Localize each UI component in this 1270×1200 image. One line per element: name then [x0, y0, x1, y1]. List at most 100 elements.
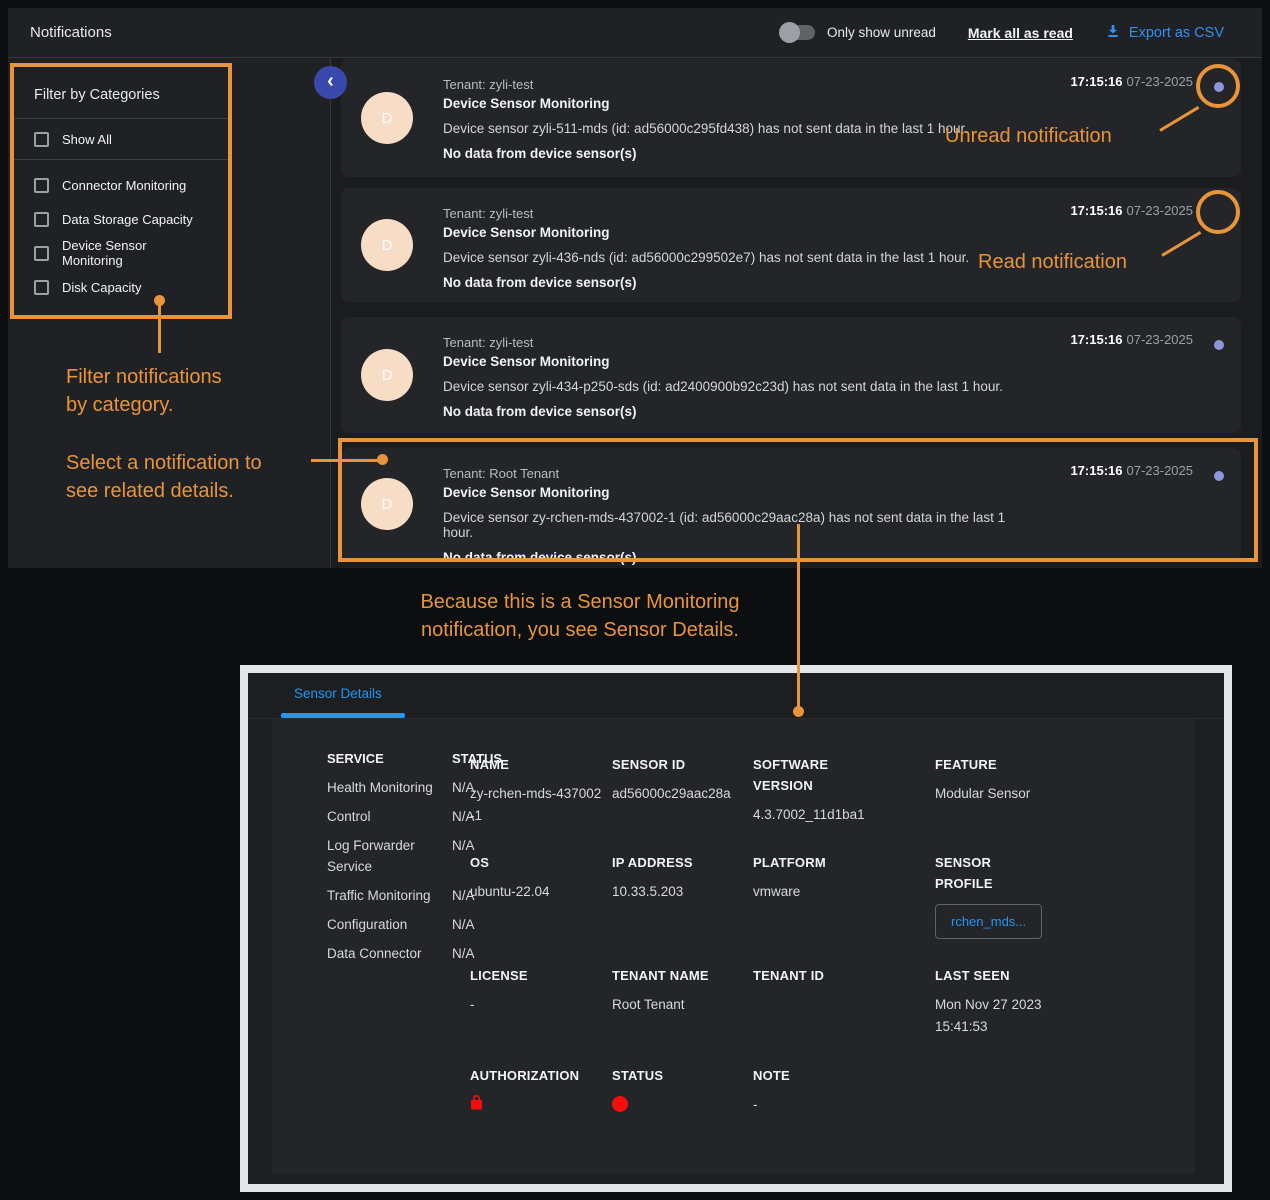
toggle-knob[interactable] [779, 22, 801, 43]
only-show-unread-group: Only show unread [779, 22, 936, 43]
notification-body: Tenant: Root Tenant Device Sensor Monito… [341, 448, 1241, 565]
chevron-left-icon: ‹ [327, 69, 334, 92]
notification-message: Device sensor zy-rchen-mds-437002-1 (id:… [443, 510, 1006, 540]
filter-by-categories-panel: Filter by Categories Show All Connector … [10, 63, 232, 319]
field-license: LICENSE - [470, 968, 528, 1012]
unread-indicator-dot [1214, 340, 1224, 350]
notification-category: Device Sensor Monitoring [443, 354, 610, 369]
mark-all-as-read-link[interactable]: Mark all as read [967, 24, 1073, 41]
notification-message: Device sensor zyli-511-mds (id: ad56000c… [443, 121, 969, 136]
annotation-connector-line [158, 301, 161, 353]
notification-timestamp: 17:15:16 07-23-2025 [1070, 332, 1193, 347]
notification-tenant: Tenant: zyli-test [443, 77, 534, 92]
notification-card[interactable]: D Tenant: zyli-test Device Sensor Monito… [341, 188, 1241, 302]
service-row-name: Control [327, 809, 371, 824]
notification-tenant: Tenant: Root Tenant [443, 466, 560, 481]
field-os: OS ubuntu-22.04 [470, 855, 550, 899]
annotation-read-label: Read notification [978, 251, 1127, 273]
field-last-seen: LAST SEEN Mon Nov 27 2023 15:41:53 [935, 968, 1042, 1034]
notification-timestamp: 17:15:16 07-23-2025 [1070, 203, 1193, 218]
service-row-status: N/A [452, 917, 475, 932]
app-body: Filter by Categories Show All Connector … [8, 57, 1262, 568]
collapse-sidebar-button[interactable]: ‹ [314, 66, 347, 99]
notification-body: Tenant: zyli-test Device Sensor Monitori… [341, 59, 1241, 161]
app-header: Notifications Only show unread Mark all … [8, 8, 1262, 57]
field-tenant-name: TENANT NAME Root Tenant [612, 968, 709, 1012]
filter-item-data-storage-capacity[interactable]: Data Storage Capacity [14, 202, 228, 236]
field-name: NAME zy-rchen-mds-437002-1 [470, 757, 602, 823]
filter-item-device-sensor-monitoring[interactable]: Device Sensor Monitoring [14, 236, 228, 270]
notification-body: Tenant: zyli-test Device Sensor Monitori… [341, 317, 1241, 419]
notification-summary: No data from device sensor(s) [443, 146, 637, 161]
service-column-header: SERVICE [327, 751, 384, 766]
export-as-csv-button[interactable]: Export as CSV [1105, 23, 1224, 43]
annotation-dot [377, 454, 388, 465]
notification-category: Device Sensor Monitoring [443, 96, 610, 111]
filter-category-list: Connector Monitoring Data Storage Capaci… [14, 160, 228, 304]
notification-timestamp: 17:15:16 07-23-2025 [1070, 74, 1193, 89]
download-icon [1105, 23, 1121, 43]
header-controls: Only show unread Mark all as read Export… [779, 22, 1224, 43]
sensor-details-grid: NAME zy-rchen-mds-437002-1 SENSOR ID ad5… [272, 719, 1195, 1116]
notification-card[interactable]: D Tenant: zyli-test Device Sensor Monito… [341, 59, 1241, 177]
disk-capacity-checkbox[interactable] [34, 279, 49, 295]
sensor-profile-link-button[interactable]: rchen_mds... [935, 904, 1043, 939]
export-as-csv-label: Export as CSV [1128, 24, 1224, 41]
notifications-window: Notifications Only show unread Mark all … [8, 8, 1262, 568]
filter-sidebar: Filter by Categories Show All Connector … [8, 58, 330, 568]
notification-tenant: Tenant: zyli-test [443, 206, 534, 221]
notification-tenant: Tenant: zyli-test [443, 335, 534, 350]
show-all-checkbox[interactable] [34, 131, 49, 147]
notification-message: Device sensor zyli-434-p250-sds (id: ad2… [443, 379, 1003, 394]
only-show-unread-toggle[interactable] [779, 22, 816, 43]
field-feature: FEATURE Modular Sensor [935, 757, 1031, 801]
notification-category: Device Sensor Monitoring [443, 225, 610, 240]
tab-sensor-details[interactable]: Sensor Details [294, 686, 382, 701]
annotation-dot [793, 706, 804, 717]
filter-item-disk-capacity[interactable]: Disk Capacity [14, 270, 228, 304]
field-sensor-profile: SENSOR PROFILE rchen_mds... [935, 852, 1195, 965]
annotation-connector-line [311, 459, 381, 462]
device-sensor-monitoring-checkbox[interactable] [34, 245, 49, 261]
field-status: STATUS [612, 1065, 753, 1116]
service-row-name: Health Monitoring [327, 780, 433, 795]
field-note: NOTE - [753, 1068, 790, 1112]
filter-panel-title: Filter by Categories [14, 67, 228, 119]
field-authorization: AUTHORIZATION [470, 1065, 612, 1116]
connector-monitoring-checkbox[interactable] [34, 177, 49, 193]
data-storage-capacity-checkbox[interactable] [34, 211, 49, 227]
annotation-unread-circle [1196, 64, 1240, 108]
field-software-version: SOFTWARE VERSION 4.3.7002_11d1ba1 [753, 757, 865, 822]
filter-item-connector-monitoring[interactable]: Connector Monitoring [14, 168, 228, 202]
lock-icon [470, 1095, 612, 1115]
avatar: D [361, 349, 413, 401]
status-red-indicator [612, 1096, 628, 1112]
service-row-status: N/A [452, 888, 475, 903]
service-status-table: SERVICE STATUS Health Monitoring N/A Con… [327, 748, 502, 1116]
service-row-name: Traffic Monitoring [327, 888, 431, 903]
annotation-unread-label: Unread notification [945, 125, 1112, 147]
field-sensor-id: SENSOR ID ad56000c29aac28a [612, 757, 731, 801]
notification-card[interactable]: D Tenant: Root Tenant Device Sensor Moni… [341, 448, 1241, 565]
filter-item-show-all[interactable]: Show All [14, 119, 228, 160]
notification-summary: No data from device sensor(s) [443, 275, 637, 290]
annotation-because-text: Because this is a Sensor Monitoring noti… [420, 591, 740, 641]
notification-list: D Tenant: zyli-test Device Sensor Monito… [330, 58, 1262, 568]
annotation-dot [154, 295, 165, 306]
service-row-status: N/A [452, 838, 475, 853]
avatar: D [361, 219, 413, 271]
sensor-details-panel: Sensor Details NAME zy-rchen-mds-437002-… [240, 665, 1232, 1192]
service-row-status: N/A [452, 809, 475, 824]
annotation-select-text: Select a notification to see related det… [66, 452, 262, 502]
notification-category: Device Sensor Monitoring [443, 485, 610, 500]
sensor-details-content: NAME zy-rchen-mds-437002-1 SENSOR ID ad5… [272, 719, 1195, 1174]
service-row-name: Data Connector [327, 946, 422, 961]
unread-indicator-dot [1214, 471, 1224, 481]
notification-card[interactable]: D Tenant: zyli-test Device Sensor Monito… [341, 317, 1241, 433]
annotation-connector-line [797, 524, 800, 708]
only-show-unread-label: Only show unread [827, 25, 936, 40]
field-platform: PLATFORM vmware [753, 855, 826, 899]
service-row-status: N/A [452, 780, 475, 795]
notification-body: Tenant: zyli-test Device Sensor Monitori… [341, 188, 1241, 290]
notification-timestamp: 17:15:16 07-23-2025 [1070, 463, 1193, 478]
